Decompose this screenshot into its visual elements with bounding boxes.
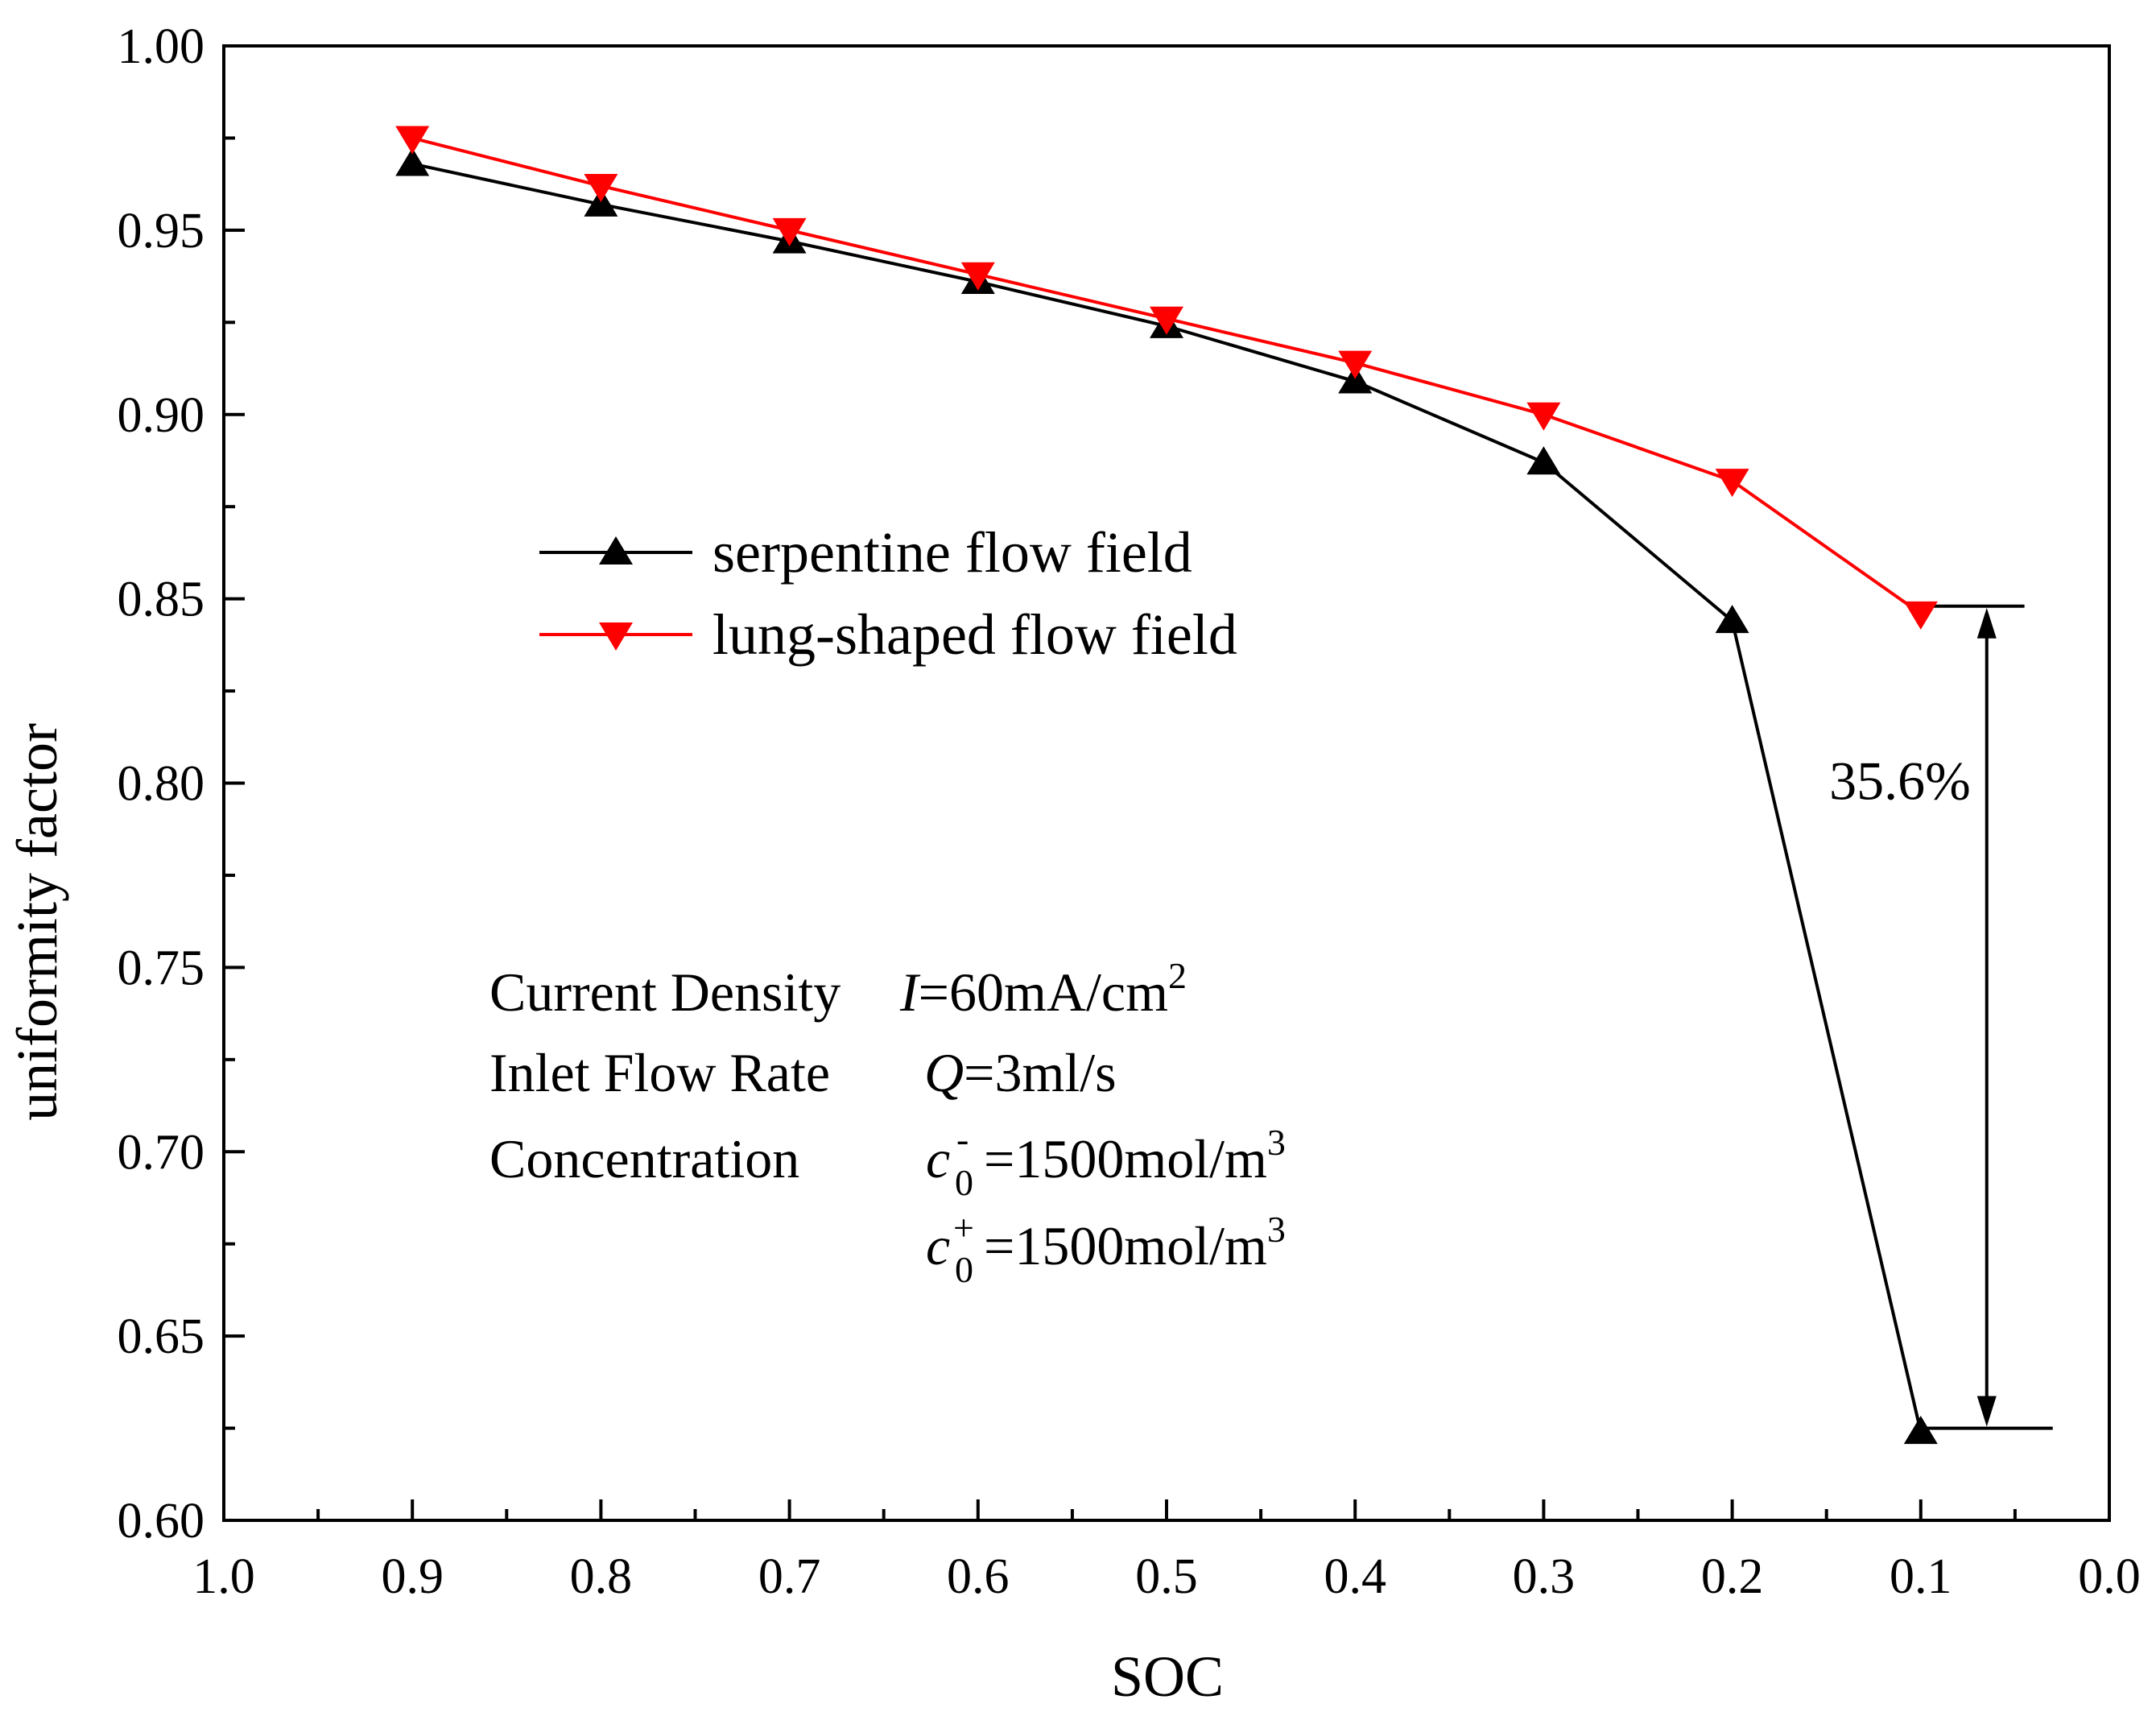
y-tick-label: 0.85 [118,573,205,627]
concentration-neg-value: =1500mol/m3 [984,1122,1286,1189]
x-tick-label: 0.3 [1513,1549,1576,1604]
x-tick-label: 0.5 [1135,1549,1198,1604]
y-tick-label: 0.90 [118,388,205,443]
x-axis-title: SOC [1111,1644,1224,1709]
x-tick-label: 0.7 [758,1549,821,1604]
x-tick-label: 0.8 [570,1549,633,1604]
data-point [1338,350,1373,379]
current-density-label: Current Density [489,961,841,1023]
series-layer [395,126,1938,1445]
y-tick-label: 1.00 [118,19,205,74]
x-tick-label: 0.2 [1701,1549,1764,1604]
legend: serpentine flow field lung-shaped flow fi… [539,520,1237,667]
concentration-pos-value: =1500mol/m3 [984,1209,1286,1276]
data-point [1715,469,1749,498]
legend-item: lung-shaped flow field [539,602,1237,667]
data-point [1338,365,1373,394]
concentration-neg-superscript: - [956,1119,969,1160]
x-tick-label: 1.0 [192,1549,255,1604]
legend-label: serpentine flow field [712,520,1192,585]
x-tick-label: 0.9 [381,1549,444,1604]
x-axis: 1.0 0.9 0.8 0.7 0.6 0.5 0.4 0.3 0.2 0.1 0.0 [192,1499,2141,1604]
legend-marker [599,622,633,651]
annotation-layer: 35.6% [1829,604,2053,1430]
y-axis-title: uniformity factor [5,723,69,1121]
y-tick-label: 0.95 [118,204,205,258]
data-point [1715,605,1749,634]
concentration-pos-symbol: c [926,1215,950,1276]
data-point [584,173,618,202]
data-point [1526,446,1561,475]
annotation-percentage: 35.6% [1829,751,1971,812]
flow-rate-label: Inlet Flow Rate [489,1042,830,1103]
data-point [1150,306,1183,335]
x-tick-label: 0.4 [1324,1549,1386,1604]
y-tick-label: 0.60 [118,1494,205,1549]
annotation-arrowhead-down [1976,1396,1997,1427]
series-1 [395,126,1938,630]
data-point [395,126,430,155]
flow-rate-value: Q=3ml/s [924,1042,1117,1103]
concentration-neg-symbol: c [926,1128,950,1189]
x-tick-label: 0.0 [2078,1549,2141,1604]
data-point [1903,1416,1938,1445]
data-point [1903,601,1938,630]
concentration-pos-subscript: 0 [955,1249,973,1290]
concentration-pos-superscript: + [953,1207,974,1248]
y-tick-label: 0.65 [118,1309,205,1364]
y-tick-label: 0.80 [118,757,205,812]
concentration-label: Concentration [489,1128,799,1189]
x-tick-label: 0.6 [947,1549,1010,1604]
y-axis: 0.60 0.65 0.70 0.75 0.80 0.85 0.90 0.95 1.00 [118,19,245,1549]
current-density-value: I=60mA/cm2 [899,955,1187,1023]
data-point [960,262,995,291]
data-point [772,217,807,246]
conditions-note: Current Density I=60mA/cm2 Inlet Flow Ra… [489,955,1286,1290]
x-tick-label: 0.1 [1890,1549,1952,1604]
y-tick-label: 0.75 [118,941,205,995]
concentration-neg-subscript: 0 [955,1162,973,1203]
legend-marker [599,536,633,564]
annotation-arrowhead-up [1976,607,1997,639]
legend-label: lung-shaped flow field [712,602,1237,667]
y-tick-label: 0.70 [118,1125,205,1180]
legend-item: serpentine flow field [539,520,1192,585]
data-point [584,188,618,217]
data-point [395,147,430,176]
data-point [1526,402,1561,431]
